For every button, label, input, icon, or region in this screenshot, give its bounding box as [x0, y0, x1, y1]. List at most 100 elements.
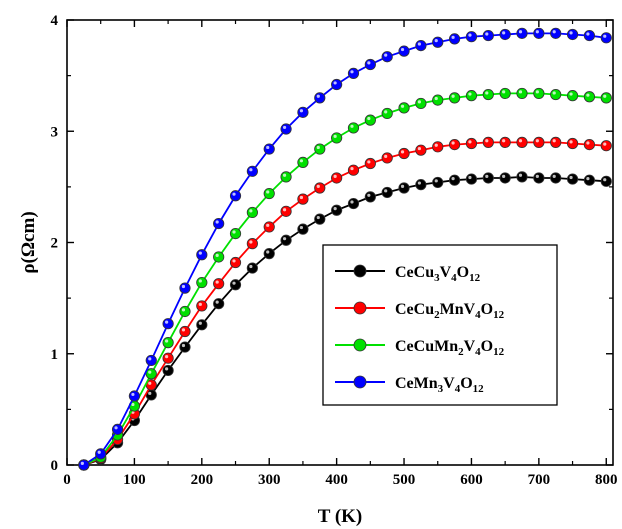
legend-label-subscript: 12 — [493, 346, 505, 358]
legend: CeCu3V4O12CeCu2MnV4O12CeCuMn2V4O12CeMn3V… — [322, 244, 558, 406]
data-point — [162, 318, 174, 330]
series-CeMn3V4O12 — [78, 27, 612, 471]
legend-label-part: V — [443, 375, 455, 392]
legend-label-part: CeCuMn — [395, 338, 458, 355]
data-point-highlight — [468, 175, 472, 180]
data-point — [213, 298, 225, 310]
data-point — [78, 459, 90, 471]
data-point-highlight — [502, 90, 506, 94]
data-point — [297, 106, 309, 118]
data-point-highlight — [232, 259, 236, 263]
data-point — [516, 136, 528, 148]
data-point — [246, 165, 258, 177]
data-point — [314, 92, 326, 104]
data-point — [381, 152, 393, 164]
legend-label-part: CeMn — [395, 375, 438, 392]
data-point-highlight — [400, 104, 405, 108]
data-point — [179, 282, 191, 294]
data-point — [128, 390, 141, 402]
data-point-highlight — [367, 116, 371, 121]
data-point-highlight — [367, 61, 371, 65]
legend-label-part: O — [457, 264, 469, 281]
data-point-highlight — [603, 94, 607, 98]
legend-label-part: O — [481, 338, 493, 355]
data-point — [600, 32, 612, 44]
data-point-highlight — [215, 280, 219, 284]
series-layer — [78, 27, 612, 471]
legend-label-part: CeCu — [395, 264, 434, 281]
data-point-highlight — [198, 279, 202, 283]
data-point-highlight — [535, 90, 539, 94]
data-point-highlight — [552, 139, 556, 143]
data-point-highlight — [518, 30, 523, 34]
data-point — [381, 107, 393, 120]
data-point-highlight — [384, 154, 388, 158]
data-point — [347, 122, 360, 134]
data-point — [229, 190, 242, 202]
x-tick-label: 400 — [325, 472, 348, 488]
data-point — [246, 206, 258, 219]
data-point — [179, 305, 191, 318]
data-point — [550, 136, 562, 148]
data-point — [263, 187, 275, 200]
data-point-highlight — [434, 143, 438, 147]
x-tick-label: 0 — [63, 472, 71, 488]
data-point-highlight — [114, 426, 118, 430]
data-point — [314, 143, 326, 155]
data-point — [533, 87, 545, 100]
data-point-highlight — [181, 343, 186, 348]
data-point-highlight — [535, 139, 539, 143]
data-point — [600, 140, 612, 152]
data-point — [364, 157, 376, 170]
data-point — [448, 92, 461, 104]
legend-label-part: CeCu — [395, 301, 434, 318]
data-point-highlight — [333, 207, 337, 211]
data-point — [482, 88, 494, 101]
data-point-highlight — [316, 94, 320, 98]
data-point — [331, 204, 343, 216]
legend-label-subscript: 3 — [438, 383, 444, 395]
data-point — [297, 193, 309, 205]
data-point-highlight — [232, 192, 236, 196]
data-point-highlight — [485, 91, 489, 95]
data-point — [566, 28, 579, 41]
data-point — [448, 139, 461, 151]
data-point — [331, 172, 343, 184]
data-point-highlight — [333, 174, 337, 178]
data-point-highlight — [367, 193, 371, 197]
data-point — [364, 58, 376, 71]
data-point-highlight — [131, 392, 135, 397]
data-point-highlight — [148, 370, 152, 374]
data-point — [448, 174, 461, 186]
data-point-highlight — [131, 402, 135, 407]
y-tick-label: 1 — [51, 347, 59, 363]
data-point-highlight — [249, 168, 253, 172]
data-point-highlight — [485, 174, 489, 178]
data-point-highlight — [451, 177, 455, 181]
data-point — [499, 87, 511, 100]
x-tick-label: 800 — [595, 472, 618, 488]
data-point-highlight — [198, 321, 202, 325]
legend-label-subscript: 3 — [434, 272, 440, 284]
data-point-highlight — [552, 174, 556, 178]
legend-item: CeMn3V4O12 — [335, 375, 484, 395]
data-point — [499, 136, 511, 148]
data-point-highlight — [468, 33, 472, 37]
data-point — [314, 213, 326, 225]
data-point-highlight — [468, 92, 472, 96]
data-point — [347, 197, 360, 210]
y-tick-label: 0 — [51, 458, 59, 474]
data-point — [179, 341, 191, 353]
data-point-highlight — [148, 357, 152, 361]
data-point-highlight — [148, 391, 152, 395]
x-tick-label: 600 — [460, 472, 483, 488]
data-point — [196, 249, 208, 261]
legend-label-part: V — [464, 338, 476, 355]
data-point — [482, 29, 494, 42]
data-point-highlight — [282, 237, 287, 241]
data-point-highlight — [181, 308, 186, 312]
data-point — [432, 141, 444, 153]
y-tick-label: 2 — [51, 236, 59, 252]
data-point — [432, 94, 444, 106]
data-point-highlight — [165, 339, 169, 343]
